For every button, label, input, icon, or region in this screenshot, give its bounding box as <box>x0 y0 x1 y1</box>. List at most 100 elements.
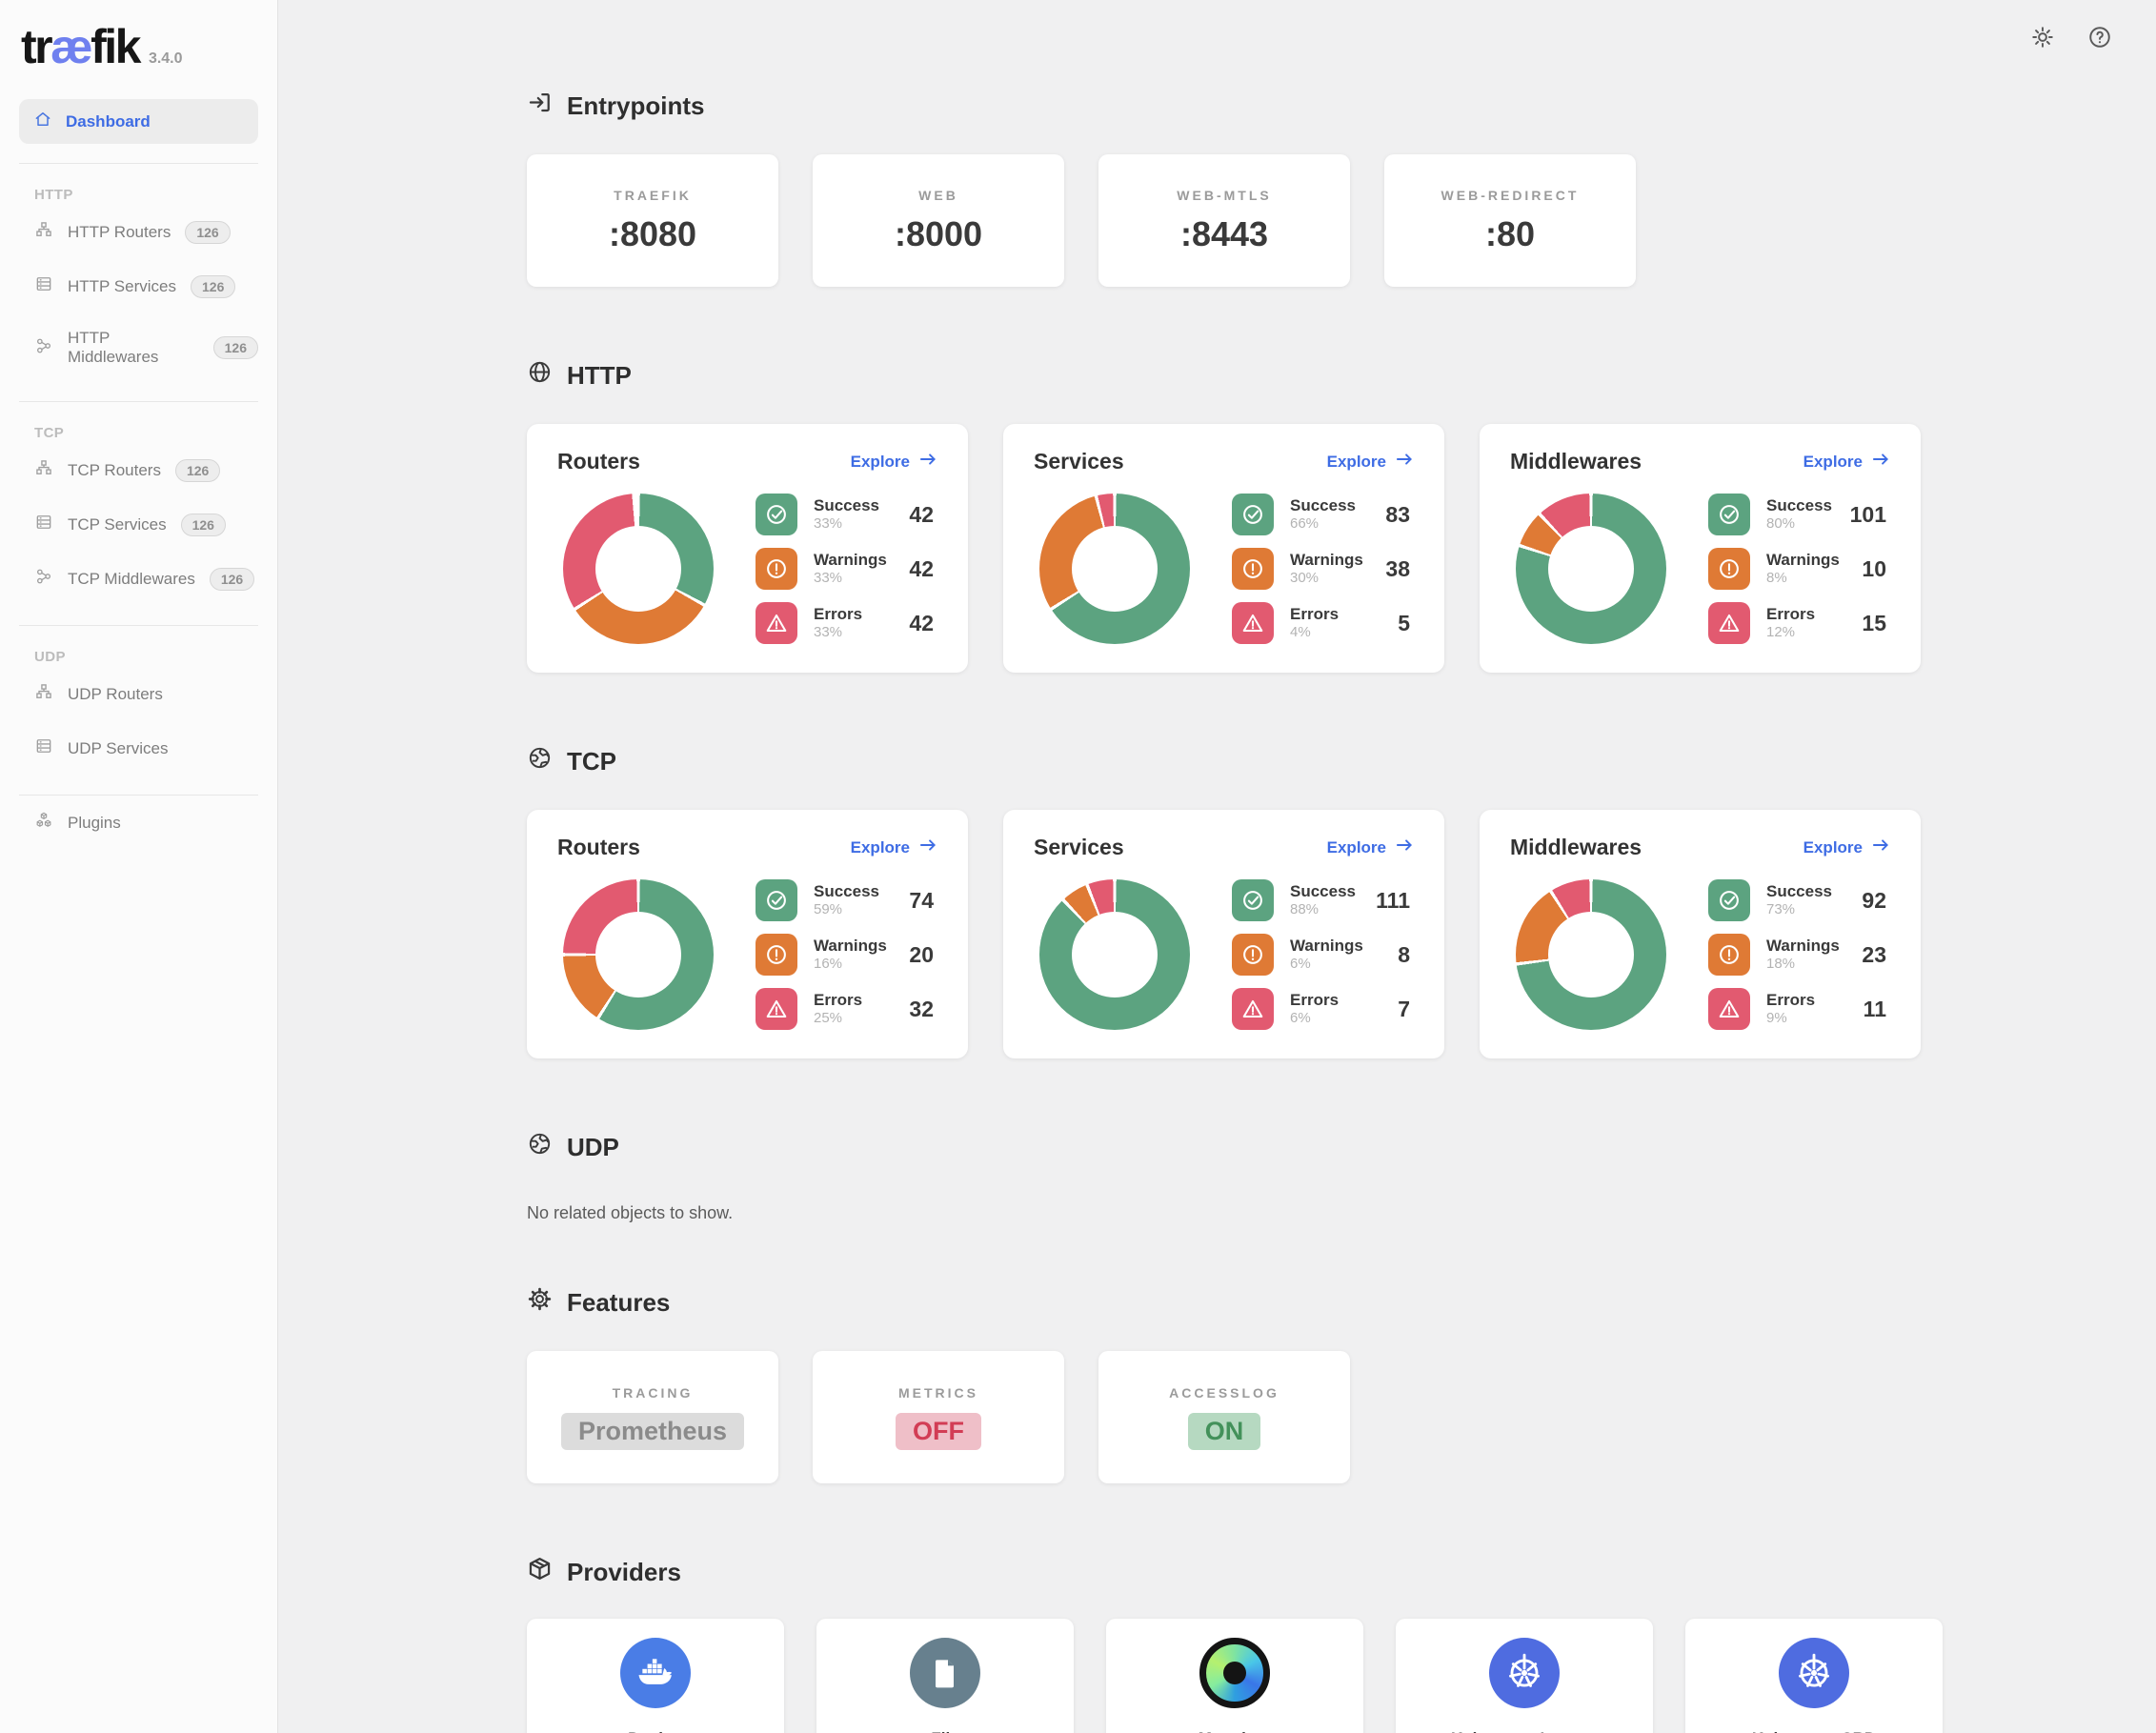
routers-icon <box>34 682 53 706</box>
sidebar-item-tcp-routers[interactable]: TCP Routers 126 <box>19 443 258 497</box>
legend-success: Success 73% 92 <box>1708 879 1890 921</box>
card-title: Services <box>1034 449 1124 474</box>
docker-icon <box>620 1638 691 1708</box>
middlewares-icon <box>34 567 53 591</box>
entrypoints-cards: TRAEFIK :8080 WEB :8000 WEB-MTLS :8443 W… <box>527 154 2156 287</box>
provider-card-file: File <box>816 1619 1074 1733</box>
kubernetes-icon <box>1779 1638 1849 1708</box>
legend-errors: Errors 9% 11 <box>1708 988 1890 1030</box>
sidebar-item-http-routers[interactable]: HTTP Routers 126 <box>19 205 258 259</box>
entrypoints-heading: Entrypoints <box>527 90 2156 122</box>
entrypoint-port: :80 <box>1484 213 1536 253</box>
explore-link[interactable]: Explore <box>1327 836 1414 859</box>
sidebar-item-label: TCP Routers <box>68 460 161 479</box>
entrypoint-port: :8443 <box>1179 213 1269 253</box>
arrow-right-icon <box>918 836 937 859</box>
entrypoint-card-traefik: TRAEFIK :8080 <box>527 154 778 287</box>
feature-value-badge: OFF <box>896 1412 981 1450</box>
section-tcp: TCP Routers Explore Success 59% <box>527 745 2156 1058</box>
http-heading: HTTP <box>527 359 2156 392</box>
card-title: Routers <box>557 449 640 474</box>
sidebar-item-http-services[interactable]: HTTP Services 126 <box>19 259 258 313</box>
sidebar-item-dashboard[interactable]: Dashboard <box>19 99 258 144</box>
count-badge: 126 <box>174 458 221 482</box>
exclamation-circle-icon <box>1232 934 1274 976</box>
legend-errors: Errors 12% 15 <box>1708 602 1890 644</box>
legend-errors: Errors 4% 5 <box>1232 602 1414 644</box>
provider-name: KubernetesIngress <box>1451 1729 1598 1733</box>
arrow-right-icon <box>1871 836 1890 859</box>
sidebar-section-tcp: TCP <box>34 425 65 441</box>
sidebar-item-tcp-middlewares[interactable]: TCP Middlewares 126 <box>19 552 258 606</box>
theme-toggle-icon[interactable] <box>2030 25 2055 50</box>
help-icon[interactable] <box>2087 25 2112 50</box>
feature-label: METRICS <box>898 1384 978 1401</box>
sidebar-item-label: TCP Middlewares <box>68 569 195 588</box>
legend-warnings: Warnings 8% 10 <box>1708 548 1890 590</box>
legend-warnings: Warnings 16% 20 <box>756 934 937 976</box>
features-heading: Features <box>527 1286 2156 1319</box>
services-icon <box>34 274 53 298</box>
sidebar-item-http-middlewares[interactable]: HTTP Middlewares 126 <box>19 313 258 382</box>
explore-link[interactable]: Explore <box>851 450 937 474</box>
sidebar-item-plugins[interactable]: Plugins <box>19 796 258 850</box>
plugins-icon <box>34 811 53 835</box>
legend-success: Success 88% 111 <box>1232 879 1414 921</box>
check-circle-icon <box>1708 879 1750 921</box>
warning-triangle-icon <box>1232 602 1274 644</box>
feature-value-badge: Prometheus <box>560 1412 745 1450</box>
http-services-card: Services Explore Success 66% 83 <box>1003 424 1444 673</box>
check-circle-icon <box>756 879 797 921</box>
gear-icon <box>527 1286 553 1319</box>
exclamation-circle-icon <box>1708 934 1750 976</box>
warning-triangle-icon <box>1708 988 1750 1030</box>
explore-link[interactable]: Explore <box>1803 450 1890 474</box>
sidebar-divider <box>19 625 258 626</box>
feature-label: TRACING <box>612 1384 694 1401</box>
tcp-heading: TCP <box>527 745 2156 777</box>
check-circle-icon <box>1232 879 1274 921</box>
sidebar-item-udp-routers[interactable]: UDP Routers <box>19 667 258 721</box>
app-logo: træfik 3.4.0 <box>19 23 258 71</box>
providers-cards: Docker File Marathon KubernetesI <box>527 1619 2156 1733</box>
warning-triangle-icon <box>756 988 797 1030</box>
provider-card-docker: Docker <box>527 1619 784 1733</box>
entrypoint-card-web: WEB :8000 <box>813 154 1064 287</box>
section-entrypoints: Entrypoints TRAEFIK :8080 WEB :8000 WEB-… <box>527 90 2156 287</box>
tcp-middlewares-card: Middlewares Explore Success 73% 92 <box>1480 810 1921 1058</box>
topbar <box>2030 25 2112 50</box>
check-circle-icon <box>1232 494 1274 535</box>
entrypoint-card-web-mtls: WEB-MTLS :8443 <box>1098 154 1350 287</box>
middlewares-icon <box>34 336 53 360</box>
file-icon <box>910 1638 980 1708</box>
exclamation-circle-icon <box>1708 548 1750 590</box>
sidebar-item-udp-services[interactable]: UDP Services <box>19 721 258 776</box>
entrypoint-card-web-redirect: WEB-REDIRECT :80 <box>1384 154 1636 287</box>
explore-link[interactable]: Explore <box>851 836 937 859</box>
routers-icon <box>34 220 53 244</box>
feature-card-tracing: TRACING Prometheus <box>527 1351 778 1483</box>
feature-card-accesslog: ACCESSLOG ON <box>1098 1351 1350 1483</box>
explore-link[interactable]: Explore <box>1803 836 1890 859</box>
sidebar-item-label: Dashboard <box>66 111 151 131</box>
provider-name: KubernetesCRD <box>1752 1729 1876 1733</box>
explore-link[interactable]: Explore <box>1327 450 1414 474</box>
sidebar-item-label: HTTP Services <box>68 276 176 295</box>
sidebar-item-tcp-services[interactable]: TCP Services 126 <box>19 497 258 552</box>
warning-triangle-icon <box>1708 602 1750 644</box>
check-circle-icon <box>756 494 797 535</box>
marathon-icon <box>1199 1638 1270 1708</box>
donut-chart <box>563 879 714 1030</box>
package-icon <box>527 1556 553 1588</box>
sidebar-item-label: TCP Services <box>68 514 167 534</box>
card-title: Middlewares <box>1510 835 1642 859</box>
card-title: Services <box>1034 835 1124 859</box>
legend-success: Success 80% 101 <box>1708 494 1890 535</box>
provider-name: File <box>931 1729 958 1733</box>
legend-warnings: Warnings 33% 42 <box>756 548 937 590</box>
provider-card-marathon: Marathon <box>1106 1619 1363 1733</box>
count-badge: 126 <box>212 336 258 359</box>
provider-card-kubernetes-crd: KubernetesCRD <box>1685 1619 1943 1733</box>
sidebar-divider <box>19 795 258 796</box>
